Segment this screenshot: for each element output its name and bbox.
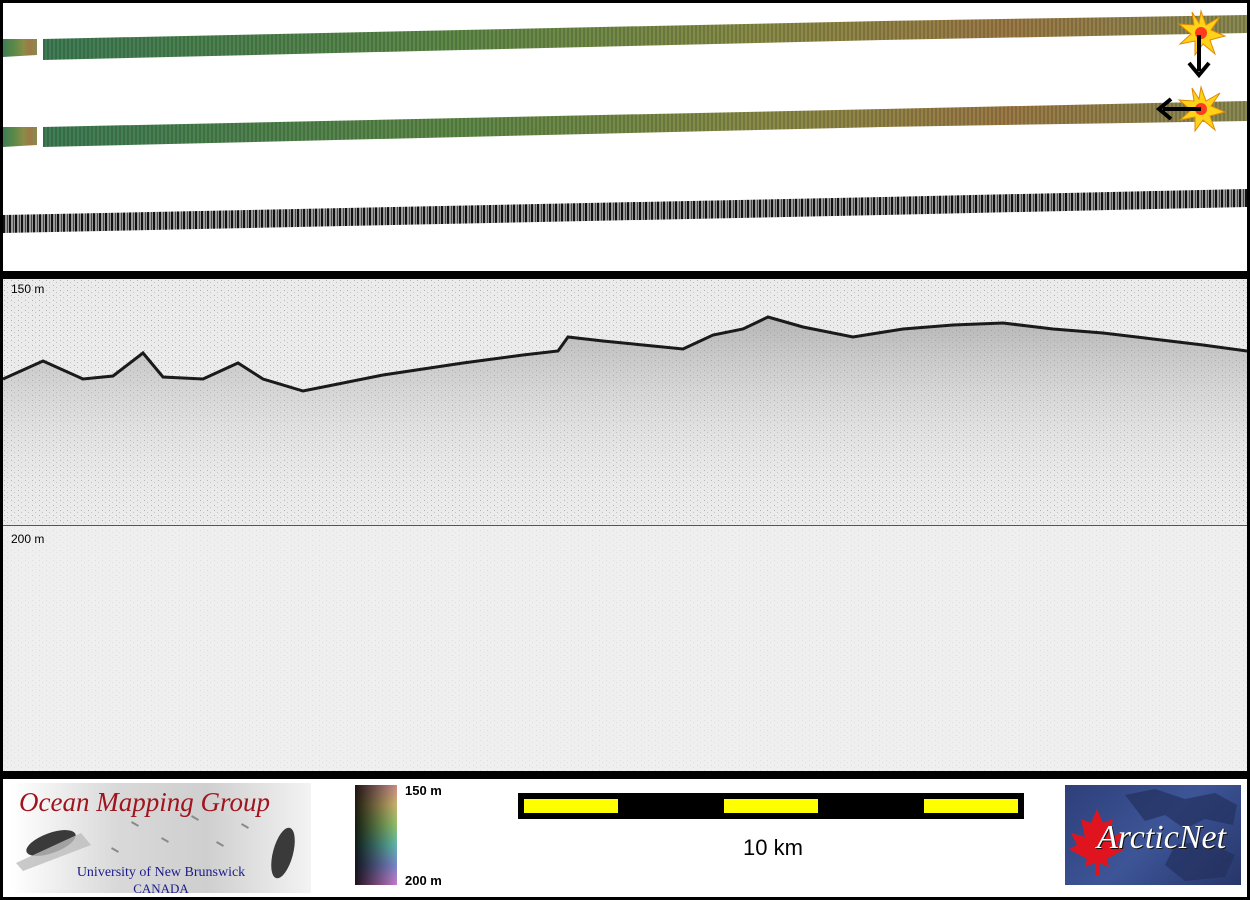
ocean-mapping-group-logo: Ocean Mapping Group University of New Br… [11, 783, 311, 893]
legend-panel: Ocean Mapping Group University of New Br… [3, 779, 1247, 897]
colorbar-bottom-label: 200 m [405, 873, 442, 888]
scale-label: 10 km [743, 835, 803, 860]
arrow-down-icon [1187, 35, 1211, 79]
swath-map [3, 9, 1247, 233]
sub-bottom-echo [3, 317, 1247, 525]
depth-label-150: 150 m [11, 282, 45, 296]
arcticnet-text: ArcticNet [1097, 819, 1227, 856]
swath-panel [3, 3, 1247, 271]
depth-label-200: 200 m [11, 532, 45, 546]
maple-leaf-icon [1069, 809, 1125, 875]
colorbar-top-label: 150 m [405, 783, 442, 798]
depth-colorbar [355, 785, 397, 885]
scale-bar-segment [724, 799, 818, 813]
scale-bar-segment [924, 799, 1018, 813]
scale-bar [518, 793, 1024, 819]
scale-bar-segment [524, 799, 618, 813]
sonar-ship-icon [16, 815, 295, 879]
omg-title: Ocean Mapping Group [19, 787, 270, 817]
arctic-map-icon [1125, 789, 1237, 881]
echogram [3, 279, 1247, 771]
arrow-left-icon [1155, 97, 1201, 121]
seabed-profile-panel: 150 m 200 m [3, 279, 1247, 771]
seabed-line [3, 315, 1247, 393]
bathymetry-swath-1 [3, 39, 37, 57]
bathymetry-swath-2 [3, 127, 37, 147]
backscatter-swath [3, 189, 1247, 233]
omg-university: University of New Brunswick [76, 865, 246, 880]
omg-country: CANADA [133, 881, 189, 893]
arcticnet-logo: ArcticNet [1065, 785, 1241, 885]
profile-divider [3, 525, 1247, 526]
